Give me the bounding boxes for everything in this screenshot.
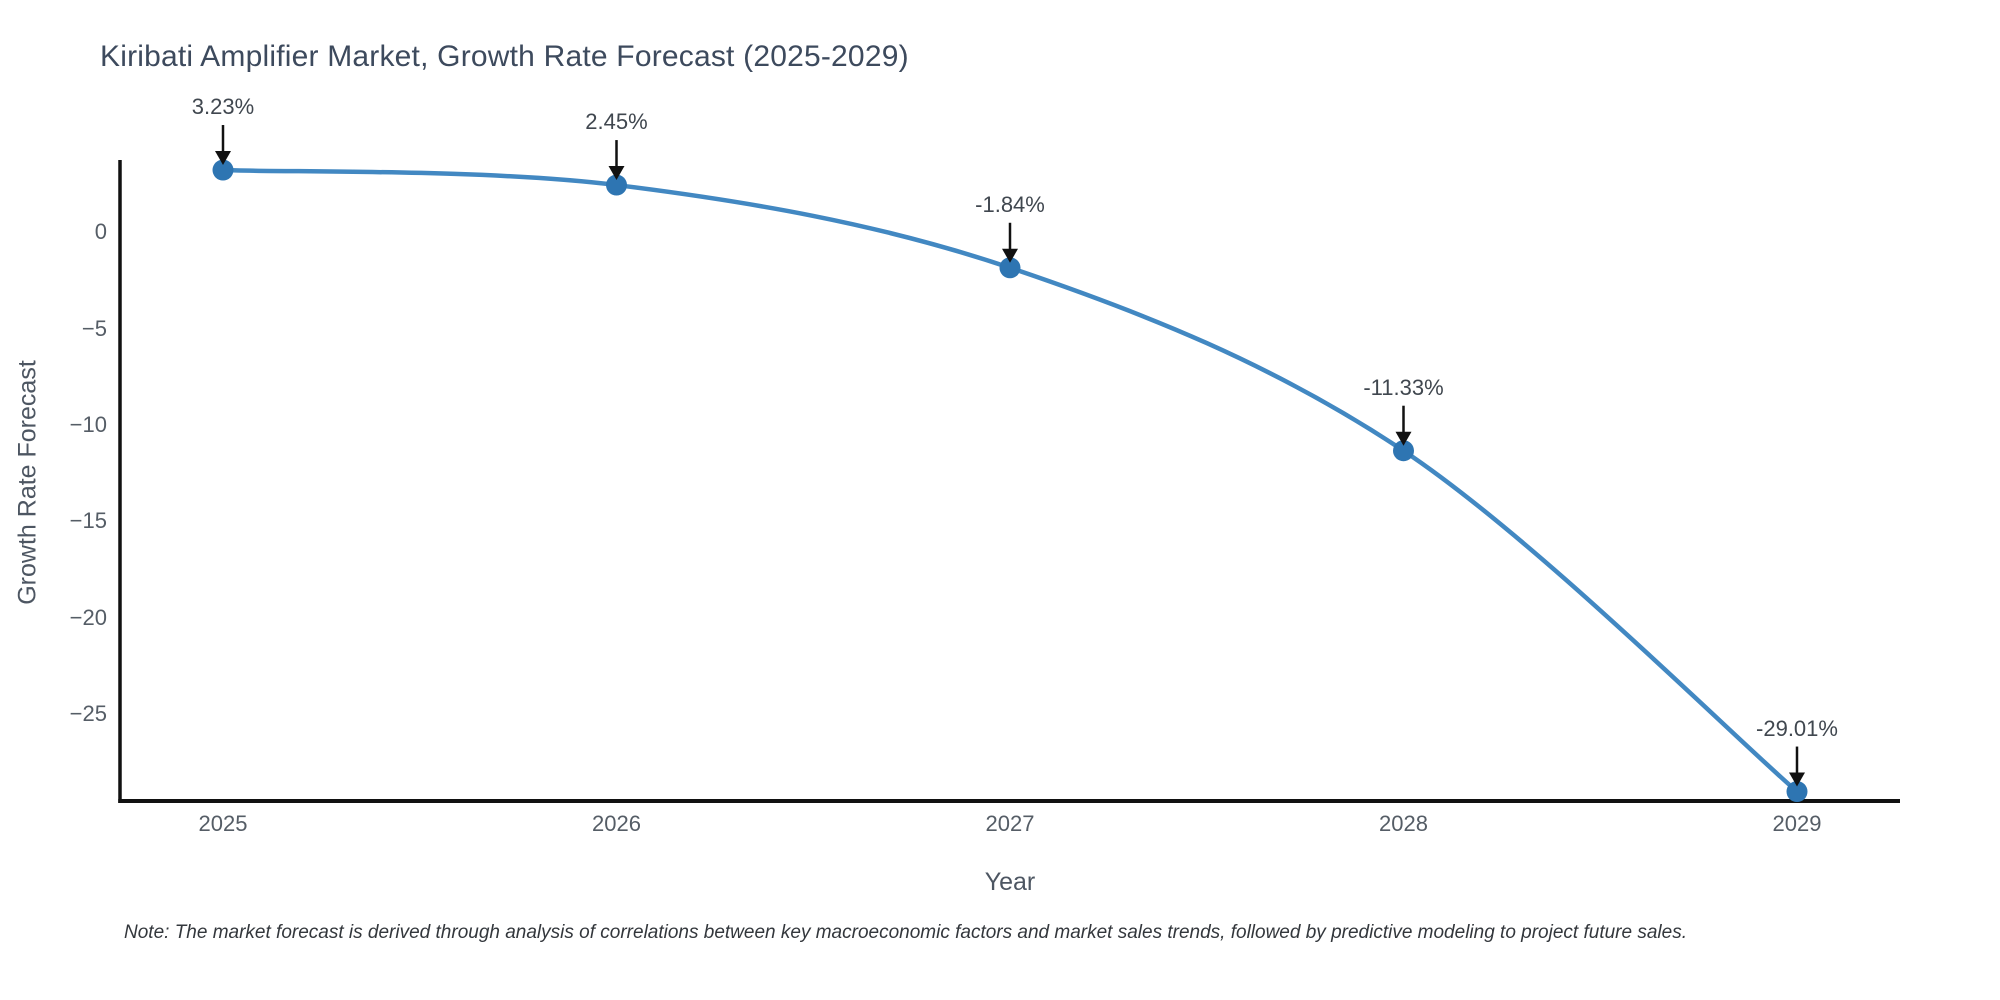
y-tick-label: −5 xyxy=(81,315,107,341)
point-annotation: -29.01% xyxy=(1756,715,1838,741)
data-point-2027 xyxy=(999,257,1021,279)
y-tick-label: −25 xyxy=(69,701,107,727)
point-annotation: -11.33% xyxy=(1363,374,1444,400)
x-tick-label: 2027 xyxy=(985,811,1035,836)
data-point-2026 xyxy=(606,174,627,196)
point-annotation: 3.23% xyxy=(191,94,255,120)
footnote: Note: The market forecast is derived thr… xyxy=(124,922,1687,943)
y-tick-label: −10 xyxy=(69,412,107,438)
point-annotation: -1.84% xyxy=(975,191,1045,217)
data-point-2028 xyxy=(1393,440,1414,462)
annotation-arrow-head xyxy=(1395,431,1412,446)
x-tick-label: 2028 xyxy=(1379,811,1428,836)
point-annotation: 2.45% xyxy=(585,109,648,135)
annotation-arrow-head xyxy=(1789,772,1805,787)
x-axis-title: Year xyxy=(984,868,1036,896)
annotation-arrow-head xyxy=(215,151,231,166)
data-point-2025 xyxy=(212,159,234,181)
x-tick-label: 2029 xyxy=(1772,811,1822,836)
data-point-2029 xyxy=(1786,781,1808,803)
annotation-arrow-head xyxy=(608,166,625,181)
x-tick-label: 2026 xyxy=(592,811,641,836)
y-tick-label: −20 xyxy=(69,604,107,630)
x-tick-label: 2025 xyxy=(198,811,248,836)
y-tick-label: −15 xyxy=(69,508,107,534)
chart-title: Kiribati Amplifier Market, Growth Rate F… xyxy=(100,40,909,73)
annotation-arrow-head xyxy=(1002,248,1018,263)
y-tick-label: 0 xyxy=(94,219,107,245)
